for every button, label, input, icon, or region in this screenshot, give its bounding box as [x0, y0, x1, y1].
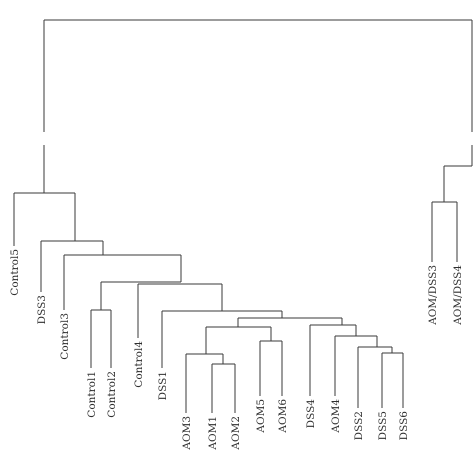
leaf-label-control5: Control5 — [9, 249, 21, 296]
leaf-label-dss6: DSS6 — [398, 411, 410, 441]
root-merge — [43, 19, 473, 132]
left-major-cluster — [13, 145, 404, 413]
leaf-label-dss1: DSS1 — [157, 371, 169, 400]
leaf-label-aom3: AOM3 — [181, 416, 193, 451]
leaf-label-dss5: DSS5 — [377, 411, 389, 440]
leaf-label-dss2: DSS2 — [353, 411, 365, 440]
leaf-label-dss4: DSS4 — [305, 399, 317, 429]
leaf-label-aom-dss4: AOM/DSS4 — [452, 265, 464, 326]
leaf-label-control4: Control4 — [133, 341, 145, 388]
leaf-label-aom-dss3: AOM/DSS3 — [427, 265, 439, 326]
right-major-cluster — [431, 145, 473, 262]
leaf-label-control2: Control2 — [106, 371, 118, 418]
leaf-label-aom2: AOM2 — [230, 416, 242, 451]
leaf-label-control3: Control3 — [59, 313, 71, 360]
leaf-label-aom5: AOM5 — [255, 399, 267, 434]
leaf-label-aom6: AOM6 — [277, 399, 289, 434]
leaf-label-dss3: DSS3 — [36, 295, 48, 324]
leaf-label-aom1: AOM1 — [207, 416, 219, 451]
leaf-label-control1: Control1 — [86, 371, 98, 418]
leaf-labels: Control5 DSS3 Control3 Control1 Control2… — [9, 249, 464, 451]
leaf-label-aom4: AOM4 — [330, 399, 342, 434]
